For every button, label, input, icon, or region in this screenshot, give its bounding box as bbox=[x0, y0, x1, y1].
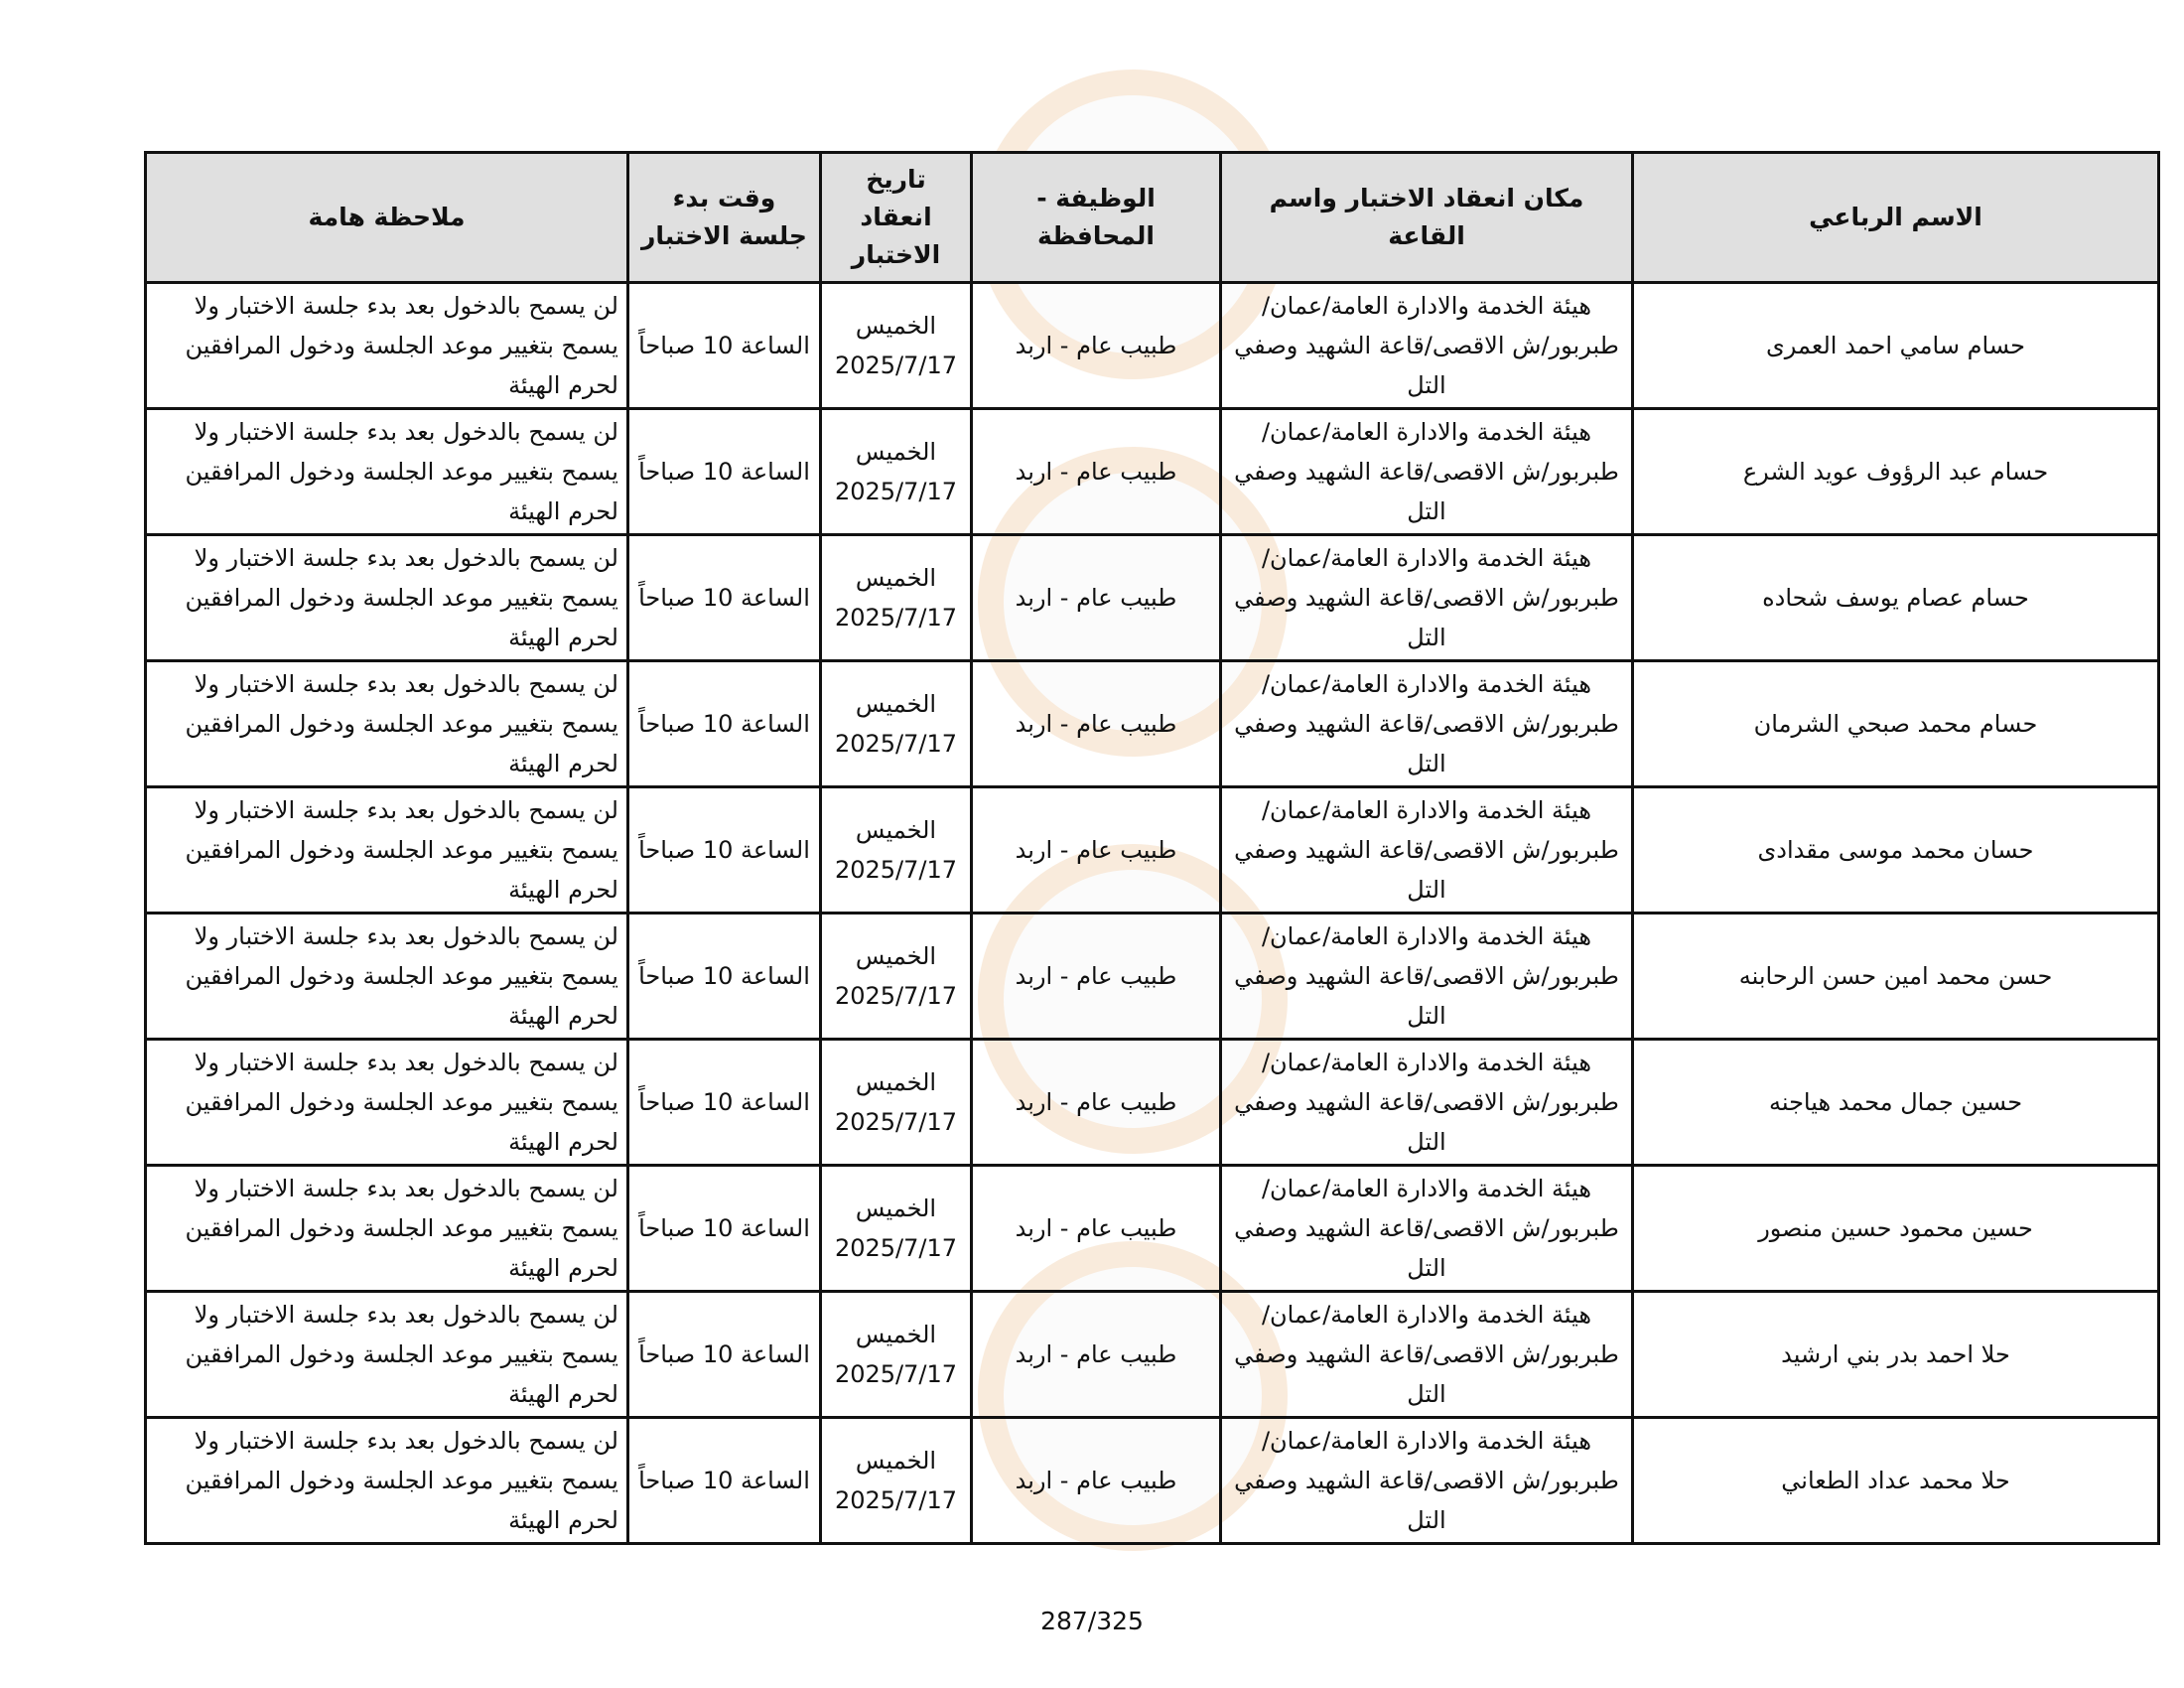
cell-note: لن يسمح بالدخول بعد بدء جلسة الاختبار ول… bbox=[144, 281, 629, 410]
cell-date: الخميس 2025/7/17 bbox=[819, 659, 973, 788]
cell-location: هيئة الخدمة والادارة العامة/عمان/طبربور/… bbox=[1219, 785, 1634, 914]
cell-date: الخميس 2025/7/17 bbox=[819, 281, 973, 410]
cell-note: لن يسمح بالدخول بعد بدء جلسة الاختبار ول… bbox=[144, 912, 629, 1041]
cell-name: حلا احمد بدر بني ارشيد bbox=[1631, 1290, 2160, 1419]
cell-name: حسام محمد صبحي الشرمان bbox=[1631, 659, 2160, 788]
page-number: 287/325 bbox=[1040, 1607, 1144, 1635]
cell-date: الخميس 2025/7/17 bbox=[819, 912, 973, 1041]
table-row: حلا محمد عداد الطعاني هيئة الخدمة والادار… bbox=[144, 1416, 2160, 1545]
header-name: الاسم الرباعي bbox=[1631, 151, 2160, 284]
cell-location: هيئة الخدمة والادارة العامة/عمان/طبربور/… bbox=[1219, 912, 1634, 1041]
cell-job: طبيب عام - اربد bbox=[970, 407, 1222, 536]
cell-name: حسام عصام يوسف شحاده bbox=[1631, 533, 2160, 662]
table-row: حسام عبد الرؤوف عويد الشرع هيئة الخدمة وا… bbox=[144, 407, 2160, 536]
cell-location: هيئة الخدمة والادارة العامة/عمان/طبربور/… bbox=[1219, 407, 1634, 536]
cell-location: هيئة الخدمة والادارة العامة/عمان/طبربور/… bbox=[1219, 533, 1634, 662]
cell-date: الخميس 2025/7/17 bbox=[819, 785, 973, 914]
cell-job: طبيب عام - اربد bbox=[970, 659, 1222, 788]
cell-time: الساعة 10 صباحاً bbox=[626, 533, 822, 662]
cell-note: لن يسمح بالدخول بعد بدء جلسة الاختبار ول… bbox=[144, 1038, 629, 1167]
table-header-row: الاسم الرباعي مكان انعقاد الاختبار واسم … bbox=[144, 151, 2160, 284]
table-row: حسين محمود حسين منصور هيئة الخدمة والادار… bbox=[144, 1164, 2160, 1293]
cell-time: الساعة 10 صباحاً bbox=[626, 1038, 822, 1167]
header-date: تاريخ انعقاد الاختبار bbox=[819, 151, 973, 284]
cell-location: هيئة الخدمة والادارة العامة/عمان/طبربور/… bbox=[1219, 1290, 1634, 1419]
cell-note: لن يسمح بالدخول بعد بدء جلسة الاختبار ول… bbox=[144, 1290, 629, 1419]
cell-location: هيئة الخدمة والادارة العامة/عمان/طبربور/… bbox=[1219, 1416, 1634, 1545]
cell-date: الخميس 2025/7/17 bbox=[819, 533, 973, 662]
cell-location: هيئة الخدمة والادارة العامة/عمان/طبربور/… bbox=[1219, 281, 1634, 410]
cell-job: طبيب عام - اربد bbox=[970, 1164, 1222, 1293]
cell-note: لن يسمح بالدخول بعد بدء جلسة الاختبار ول… bbox=[144, 533, 629, 662]
cell-job: طبيب عام - اربد bbox=[970, 785, 1222, 914]
cell-job: طبيب عام - اربد bbox=[970, 1038, 1222, 1167]
cell-location: هيئة الخدمة والادارة العامة/عمان/طبربور/… bbox=[1219, 1038, 1634, 1167]
table-row: حسن محمد امين حسن الرحابنه هيئة الخدمة وا… bbox=[144, 912, 2160, 1041]
cell-time: الساعة 10 صباحاً bbox=[626, 785, 822, 914]
header-time: وقت بدء جلسة الاختبار bbox=[626, 151, 822, 284]
cell-note: لن يسمح بالدخول بعد بدء جلسة الاختبار ول… bbox=[144, 659, 629, 788]
table-row: حلا احمد بدر بني ارشيد هيئة الخدمة والادا… bbox=[144, 1290, 2160, 1419]
table-row: حسام عصام يوسف شحاده هيئة الخدمة والادارة… bbox=[144, 533, 2160, 662]
cell-name: حسام عبد الرؤوف عويد الشرع bbox=[1631, 407, 2160, 536]
cell-name: حسن محمد امين حسن الرحابنه bbox=[1631, 912, 2160, 1041]
exam-schedule-table: الاسم الرباعي مكان انعقاد الاختبار واسم … bbox=[144, 151, 2160, 1545]
cell-job: طبيب عام - اربد bbox=[970, 533, 1222, 662]
cell-note: لن يسمح بالدخول بعد بدء جلسة الاختبار ول… bbox=[144, 1416, 629, 1545]
cell-date: الخميس 2025/7/17 bbox=[819, 1038, 973, 1167]
cell-date: الخميس 2025/7/17 bbox=[819, 1164, 973, 1293]
cell-note: لن يسمح بالدخول بعد بدء جلسة الاختبار ول… bbox=[144, 407, 629, 536]
cell-name: حسين جمال محمد هياجنه bbox=[1631, 1038, 2160, 1167]
cell-location: هيئة الخدمة والادارة العامة/عمان/طبربور/… bbox=[1219, 659, 1634, 788]
cell-job: طبيب عام - اربد bbox=[970, 281, 1222, 410]
cell-time: الساعة 10 صباحاً bbox=[626, 407, 822, 536]
cell-time: الساعة 10 صباحاً bbox=[626, 1416, 822, 1545]
header-job: الوظيفة - المحافظة bbox=[970, 151, 1222, 284]
cell-date: الخميس 2025/7/17 bbox=[819, 407, 973, 536]
cell-name: حسين محمود حسين منصور bbox=[1631, 1164, 2160, 1293]
cell-location: هيئة الخدمة والادارة العامة/عمان/طبربور/… bbox=[1219, 1164, 1634, 1293]
cell-name: حسان محمد موسى مقدادى bbox=[1631, 785, 2160, 914]
cell-time: الساعة 10 صباحاً bbox=[626, 281, 822, 410]
header-note: ملاحظة هامة bbox=[144, 151, 629, 284]
cell-job: طبيب عام - اربد bbox=[970, 1290, 1222, 1419]
cell-time: الساعة 10 صباحاً bbox=[626, 1290, 822, 1419]
cell-note: لن يسمح بالدخول بعد بدء جلسة الاختبار ول… bbox=[144, 785, 629, 914]
cell-time: الساعة 10 صباحاً bbox=[626, 1164, 822, 1293]
cell-job: طبيب عام - اربد bbox=[970, 1416, 1222, 1545]
cell-note: لن يسمح بالدخول بعد بدء جلسة الاختبار ول… bbox=[144, 1164, 629, 1293]
cell-date: الخميس 2025/7/17 bbox=[819, 1290, 973, 1419]
cell-date: الخميس 2025/7/17 bbox=[819, 1416, 973, 1545]
table-row: حسان محمد موسى مقدادى هيئة الخدمة والادار… bbox=[144, 785, 2160, 914]
table-row: حسام محمد صبحي الشرمان هيئة الخدمة والادا… bbox=[144, 659, 2160, 788]
cell-name: حلا محمد عداد الطعاني bbox=[1631, 1416, 2160, 1545]
header-location: مكان انعقاد الاختبار واسم القاعة bbox=[1219, 151, 1634, 284]
table-row: حسام سامي احمد العمرى هيئة الخدمة والادار… bbox=[144, 281, 2160, 410]
cell-job: طبيب عام - اربد bbox=[970, 912, 1222, 1041]
cell-name: حسام سامي احمد العمرى bbox=[1631, 281, 2160, 410]
cell-time: الساعة 10 صباحاً bbox=[626, 912, 822, 1041]
table-row: حسين جمال محمد هياجنه هيئة الخدمة والادار… bbox=[144, 1038, 2160, 1167]
cell-time: الساعة 10 صباحاً bbox=[626, 659, 822, 788]
